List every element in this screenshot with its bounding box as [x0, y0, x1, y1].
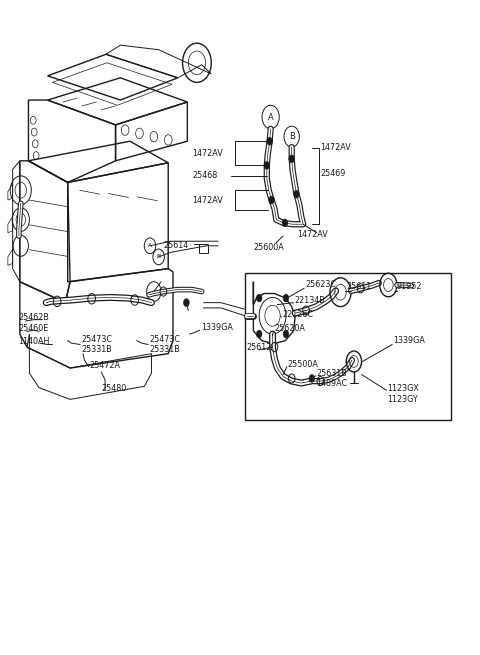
Text: B: B — [289, 132, 295, 141]
Text: 25472A: 25472A — [90, 361, 120, 370]
Text: 25469: 25469 — [321, 170, 346, 178]
Circle shape — [183, 299, 189, 307]
Circle shape — [283, 294, 289, 302]
Circle shape — [267, 138, 273, 145]
Text: 1123GX: 1123GX — [387, 384, 420, 394]
Circle shape — [289, 155, 295, 163]
Text: 25473C: 25473C — [149, 335, 180, 344]
Text: 1339GA: 1339GA — [393, 336, 425, 345]
Text: B: B — [156, 254, 161, 259]
Text: 1472AV: 1472AV — [192, 149, 223, 158]
Circle shape — [294, 190, 300, 198]
Text: 25331B: 25331B — [81, 345, 112, 354]
Bar — [245, 272, 451, 420]
Text: A: A — [148, 243, 152, 248]
Text: 1472AV: 1472AV — [321, 143, 351, 152]
Text: 1472AV: 1472AV — [192, 196, 223, 204]
Circle shape — [256, 294, 262, 302]
Text: A: A — [268, 113, 274, 122]
Text: 25620A: 25620A — [275, 324, 305, 333]
Text: 25611: 25611 — [346, 282, 372, 291]
Text: 25623C: 25623C — [305, 280, 336, 289]
Circle shape — [269, 196, 275, 204]
Text: 25600A: 25600A — [253, 243, 284, 252]
Text: 1472AV: 1472AV — [298, 230, 328, 239]
Text: 1123GY: 1123GY — [387, 395, 418, 404]
Text: 25500A: 25500A — [288, 360, 319, 369]
Circle shape — [309, 375, 315, 383]
Text: 25473C: 25473C — [81, 335, 112, 344]
Text: 1339GA: 1339GA — [201, 323, 233, 332]
Circle shape — [283, 330, 289, 338]
Text: 25460E: 25460E — [18, 324, 48, 333]
Text: 22126C: 22126C — [282, 310, 313, 319]
Circle shape — [282, 219, 288, 227]
Text: 91952: 91952 — [396, 282, 421, 291]
Text: 25614: 25614 — [163, 240, 189, 250]
Text: 25480: 25480 — [101, 384, 126, 394]
Bar — [199, 244, 208, 253]
Text: 25462B: 25462B — [18, 312, 49, 322]
Circle shape — [264, 162, 270, 170]
Text: 22134B: 22134B — [295, 295, 325, 305]
Text: 25631B: 25631B — [317, 369, 348, 378]
Circle shape — [256, 330, 262, 338]
Text: 25331B: 25331B — [149, 345, 180, 354]
Text: 1140AH: 1140AH — [18, 337, 49, 346]
Text: 1489AC: 1489AC — [317, 379, 348, 388]
Text: 25612: 25612 — [247, 343, 272, 352]
Text: 25468: 25468 — [192, 172, 217, 180]
